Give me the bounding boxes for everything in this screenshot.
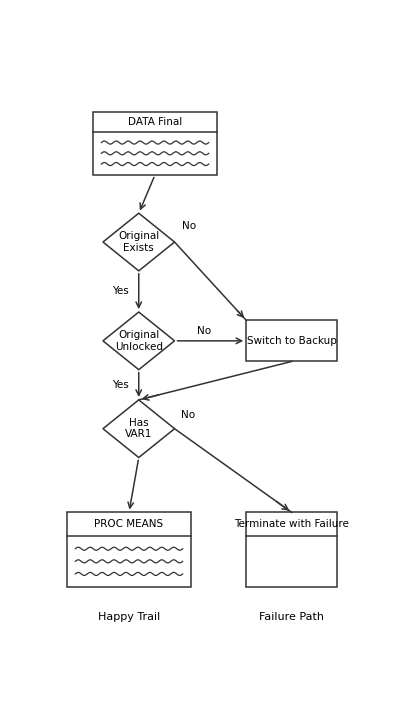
Text: Has
VAR1: Has VAR1 bbox=[125, 418, 152, 439]
Text: Yes: Yes bbox=[113, 380, 129, 390]
Text: No: No bbox=[197, 326, 211, 336]
Text: Terminate with Failure: Terminate with Failure bbox=[234, 519, 349, 529]
Text: Switch to Backup: Switch to Backup bbox=[247, 336, 337, 346]
Bar bbox=[246, 513, 337, 587]
Polygon shape bbox=[103, 400, 175, 458]
Bar bbox=[93, 112, 217, 175]
Text: PROC MEANS: PROC MEANS bbox=[94, 519, 163, 529]
Text: No: No bbox=[181, 410, 194, 420]
Polygon shape bbox=[103, 312, 175, 369]
Bar bbox=[67, 513, 191, 587]
Text: Original
Exists: Original Exists bbox=[118, 231, 159, 253]
Text: Yes: Yes bbox=[113, 287, 129, 297]
Text: Original
Unlocked: Original Unlocked bbox=[115, 330, 163, 352]
Text: No: No bbox=[182, 220, 196, 230]
Text: Happy Trail: Happy Trail bbox=[98, 612, 160, 622]
Polygon shape bbox=[103, 213, 175, 271]
Text: Failure Path: Failure Path bbox=[259, 612, 324, 622]
Bar bbox=[246, 320, 337, 361]
Text: DATA Final: DATA Final bbox=[128, 117, 182, 127]
